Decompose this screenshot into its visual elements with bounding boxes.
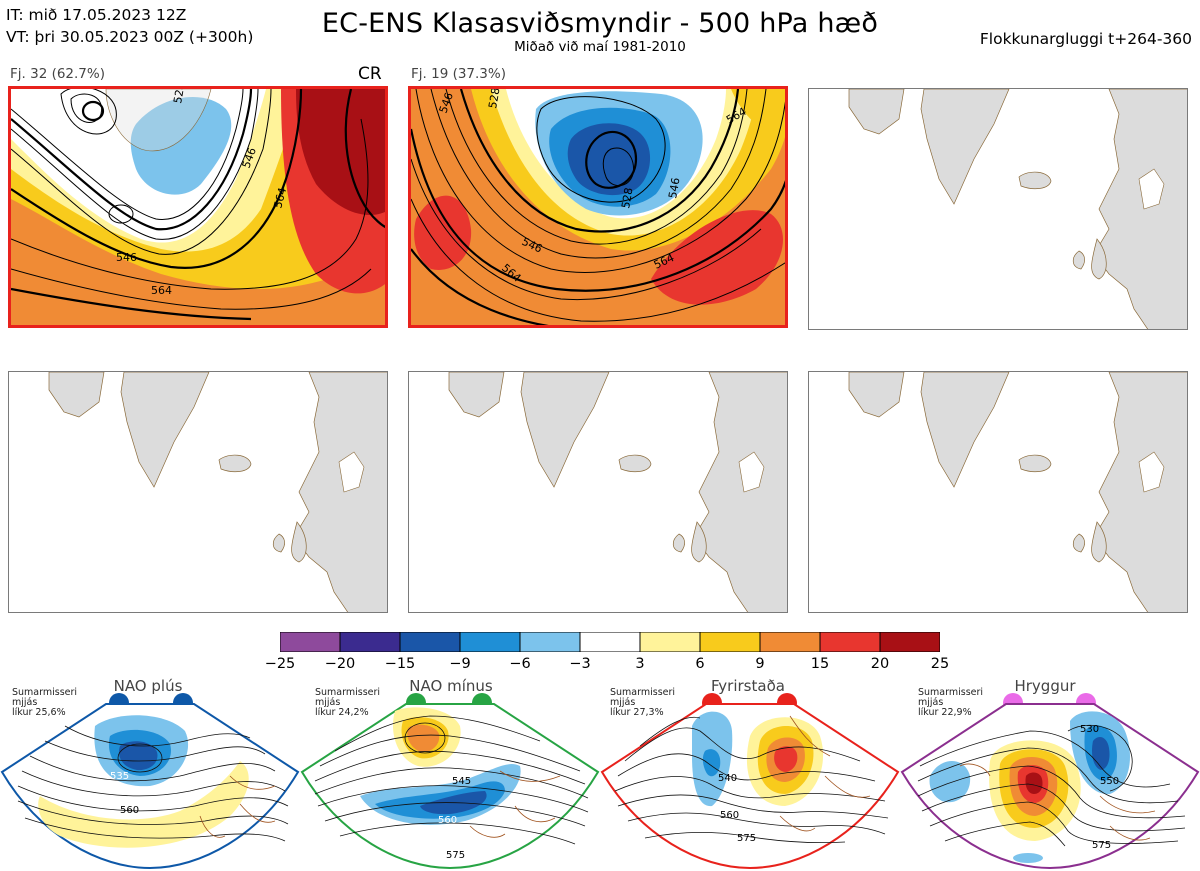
colorbar-tick-label: −15 [384, 656, 416, 672]
contour-label: 546 [666, 177, 682, 200]
initial-time: IT: mið 17.05.2023 12Z [6, 6, 187, 24]
cluster-map-1[interactable]: 546 564 546 564 528 [8, 86, 388, 328]
contour-label: 575 [446, 850, 465, 861]
colorbar-tick-label: −25 [264, 656, 296, 672]
page-subtitle: Miðað við maí 1981-2010 [514, 39, 686, 55]
regime-caption: Sumarmisseri mjjás líkur 27,3% [610, 687, 676, 718]
contour-label: 546 [116, 251, 137, 264]
cluster-map-6[interactable] [808, 371, 1188, 613]
map-land-3 [848, 89, 1187, 329]
regime-title: NAO mínus [409, 677, 493, 695]
cluster-map-2[interactable]: 546 564 564 528 546 546 528 564 [408, 86, 788, 328]
page-title: EC-ENS Klasasviðsmyndir - 500 hPa hæð [321, 8, 879, 39]
regime-map: 535 560 [0, 693, 300, 870]
regime-caption: Sumarmisseri mjjás líkur 24,2% [315, 687, 381, 718]
contour-label: 560 [720, 810, 739, 821]
colorbar-segment [579, 632, 641, 652]
contour-label: 550 [1100, 776, 1119, 787]
regime-caption: Sumarmisseri mjjás líkur 22,9% [918, 687, 984, 718]
contour-label: 560 [120, 805, 139, 816]
cluster-map-5[interactable] [408, 371, 788, 613]
colorbar-segment [819, 632, 881, 652]
colorbar-segment [759, 632, 821, 652]
colorbar-tick-label: 15 [810, 656, 830, 672]
colorbar-segment [399, 632, 461, 652]
regime-title: Hryggur [1014, 677, 1076, 695]
colorbar-segment [280, 632, 341, 652]
regime-hryggur: Sumarmisseri mjjás líkur 22,9% Hryggur 5… [900, 676, 1200, 871]
contour-label: 564 [151, 284, 172, 297]
colorbar-segment [639, 632, 701, 652]
colorbar-tick-label: −3 [569, 656, 591, 672]
colorbar-tick-label: 25 [930, 656, 950, 672]
classification-window: Flokkunargluggi t+264-360 [979, 30, 1192, 48]
header-info: IT: mið 17.05.2023 12Z VT: þri 30.05.202… [6, 4, 253, 48]
colorbar-tick-label: 9 [755, 656, 765, 672]
contour-label: 528 [619, 187, 635, 210]
valid-time: VT: þri 30.05.2023 00Z (+300h) [6, 28, 254, 46]
cluster-map-2-plot: 546 564 564 528 546 546 528 564 [411, 89, 785, 325]
map-land-5 [448, 372, 787, 612]
cluster-1-label: Fj. 32 (62.7%) [10, 66, 105, 82]
contour-label: 564 [271, 186, 289, 210]
contour-label: 540 [718, 773, 737, 784]
colorbar-segment [879, 632, 940, 652]
contour-label: 560 [438, 815, 457, 826]
colorbar-tick-label: 6 [695, 656, 705, 672]
contour-label: 575 [1092, 840, 1111, 851]
colorbar-segment [339, 632, 401, 652]
cluster-2-label: Fj. 19 (37.3%) [411, 66, 506, 82]
anomaly-colorbar [280, 632, 940, 652]
contour-label: 530 [1080, 724, 1099, 735]
contour-label: 575 [737, 833, 756, 844]
contour-label: 535 [110, 771, 129, 782]
regime-caption: Sumarmisseri mjjás líkur 25,6% [12, 687, 78, 718]
cluster-map-3[interactable] [808, 88, 1188, 330]
colorbar-segment [699, 632, 761, 652]
regime-map: 545 560 575 [300, 693, 600, 870]
cluster-1-tag: CR [358, 64, 382, 84]
regime-map: 540 560 575 [600, 693, 900, 870]
regime-fyrirstada: Sumarmisseri mjjás líkur 27,3% Fyrirstað… [600, 676, 900, 871]
regime-title: Fyrirstaða [711, 677, 785, 695]
regime-nao-plus: Sumarmisseri mjjás líkur 25,6% NAO plús … [0, 676, 300, 871]
regime-title: NAO plús [113, 677, 183, 695]
map-land-6 [848, 372, 1187, 612]
colorbar-segment [459, 632, 521, 652]
regime-nao-minus: Sumarmisseri mjjás líkur 24,2% NAO mínus… [300, 676, 600, 871]
contour-label: 545 [452, 776, 471, 787]
colorbar-tick-label: 20 [870, 656, 890, 672]
colorbar-tick-label: 3 [635, 656, 645, 672]
contour-label: 528 [171, 89, 187, 105]
colorbar-tick-label: −6 [509, 656, 531, 672]
colorbar-segment [519, 632, 581, 652]
map-land-4 [48, 372, 387, 612]
cluster-map-1-plot: 546 564 546 564 528 [11, 89, 385, 325]
regime-map: 530 550 575 [900, 693, 1200, 870]
contour-label: 528 [486, 89, 502, 110]
colorbar-tick-label: −20 [324, 656, 356, 672]
colorbar-tick-label: −9 [449, 656, 471, 672]
cluster-map-4[interactable] [8, 371, 388, 613]
